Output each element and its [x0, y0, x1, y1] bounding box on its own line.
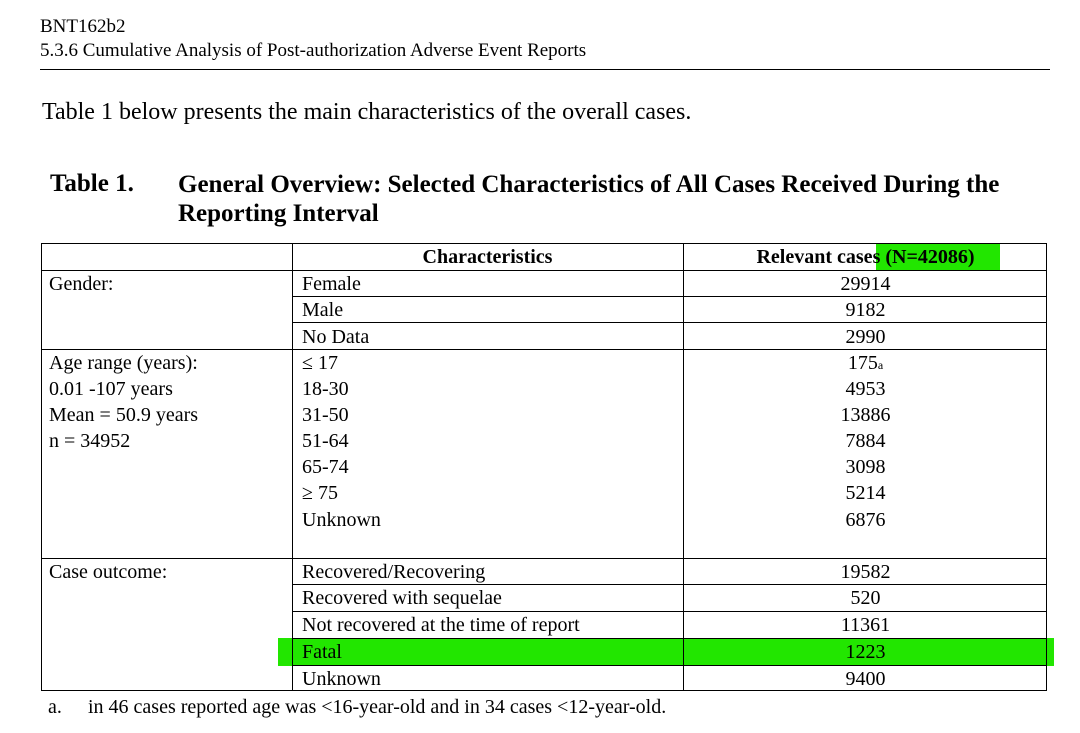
gender-nodata-value: 2990 [845, 326, 886, 348]
outcome-fatal-name: Fatal [302, 641, 342, 663]
row-divider-outcome-1 [292, 584, 1046, 585]
age-row-name: Unknown [302, 509, 381, 531]
table-label: Table 1. [50, 170, 134, 197]
age-row-name: ≥ 75 [302, 482, 338, 504]
age-row-name: 51-64 [302, 430, 349, 452]
age-row-name: 18-30 [302, 378, 349, 400]
age-row-value: 6876 [845, 509, 886, 531]
overview-table: Characteristics Relevant cases (N=42086)… [41, 243, 1047, 691]
outcome-row-value: 19582 [840, 561, 891, 583]
outcome-row-name: Not recovered at the time of report [302, 614, 580, 636]
footnote-text: in 46 cases reported age was <16-year-ol… [88, 696, 667, 718]
age-row-value: 175a [683, 350, 1048, 376]
age-row-value-num: 175 [847, 352, 878, 374]
age-row-name: 65-74 [302, 456, 349, 478]
age-label-2: 0.01 -107 years [49, 378, 173, 400]
header-rule [40, 69, 1050, 70]
age-row-value: 3098 [845, 456, 886, 478]
age-row-value: 4953 [845, 378, 886, 400]
footnote-mark: a. [48, 696, 62, 718]
row-divider-outcome-4 [292, 665, 1046, 666]
highlight-fatal-row [278, 638, 1054, 666]
header-characteristics: Characteristics [422, 246, 553, 268]
row-divider-outcome-3 [292, 638, 1046, 639]
row-divider-male [292, 322, 1046, 323]
intro-paragraph: Table 1 below presents the main characte… [42, 99, 692, 125]
gender-male: Male [302, 299, 344, 321]
row-divider-header [42, 270, 1046, 271]
row-divider-age [42, 558, 1046, 559]
col-divider-2 [683, 244, 684, 690]
product-name: BNT162b2 [40, 16, 126, 37]
gender-male-value: 9182 [845, 299, 886, 321]
outcome-row-value: 520 [850, 587, 881, 609]
age-row-name: 31-50 [302, 404, 349, 426]
age-row-value: 13886 [840, 404, 891, 426]
age-label-1: Age range (years): [49, 352, 198, 374]
table-title: General Overview: Selected Characteristi… [178, 171, 1000, 227]
outcome-row-name: Recovered/Recovering [302, 561, 486, 583]
outcome-label: Case outcome: [49, 561, 168, 583]
row-divider-outcome-2 [292, 611, 1046, 612]
document-header: BNT162b2 5.3.6 Cumulative Analysis of Po… [40, 15, 586, 63]
gender-nodata: No Data [302, 326, 370, 348]
age-row-name: ≤ 17 [302, 352, 338, 374]
outcome-row-value: 11361 [840, 614, 891, 636]
gender-female: Female [302, 273, 361, 295]
row-divider-female [292, 296, 1046, 297]
header-relevant-cases: Relevant cases (N=42086) [683, 244, 1048, 270]
col-divider-1 [292, 244, 293, 690]
outcome-row-name: Unknown [302, 668, 381, 690]
age-label-4: n = 34952 [49, 430, 131, 452]
gender-female-value: 29914 [840, 273, 891, 295]
age-label-3: Mean = 50.9 years [49, 404, 199, 426]
row-divider-gender [42, 349, 1046, 350]
header-cases-prefix: Relevant case [756, 246, 873, 268]
section-title: 5.3.6 Cumulative Analysis of Post-author… [40, 40, 587, 61]
header-cases-n: s (N=42086) [872, 246, 975, 268]
highlight-n-total [876, 244, 1000, 271]
gender-label: Gender: [49, 273, 114, 295]
footnote-marker: a [877, 358, 884, 372]
age-row-value: 7884 [845, 430, 886, 452]
footnote: a. in 46 cases reported age was <16-year-… [48, 694, 666, 720]
outcome-fatal-value: 1223 [845, 641, 886, 663]
age-row-value: 5214 [845, 482, 886, 504]
outcome-row-value: 9400 [845, 668, 886, 690]
outcome-row-name: Recovered with sequelae [302, 587, 502, 609]
